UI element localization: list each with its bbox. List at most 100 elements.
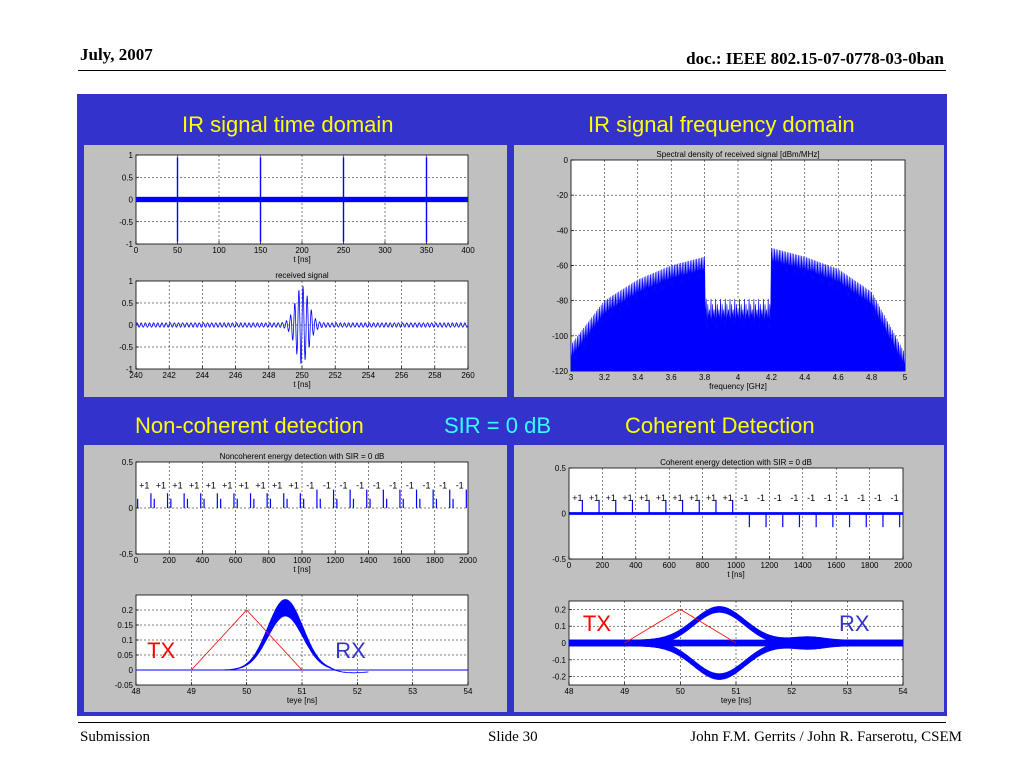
noncoh-energy-bit-label: +1: [206, 481, 216, 491]
coh-eye-tick-label-x: 49: [620, 687, 629, 696]
noncoh-energy-bit-label: +1: [156, 481, 166, 491]
time-full-tick-label-x: 400: [461, 246, 475, 255]
coh-eye-tick-label-y: -0.1: [552, 656, 566, 665]
spectrum-xlabel: frequency [GHz]: [709, 382, 767, 391]
coh-energy-bit-label: +1: [639, 493, 649, 503]
coh-eye-tick-label-x: 53: [843, 687, 852, 696]
time-zoom-tick-label-y: 0.5: [122, 299, 134, 308]
noncoh-energy-tick-label-x: 0: [134, 556, 139, 565]
noncoh-eye-tick-label-x: 50: [242, 687, 251, 696]
noncoh-energy-bit-label: +1: [189, 481, 199, 491]
noncoh-energy-bit-label: -1: [306, 481, 314, 491]
time-zoom-tick-label-y: 0: [129, 321, 134, 330]
spectrum-psd-area: [570, 247, 906, 372]
noncoh-eye-rx-trace: [191, 599, 369, 674]
spectrum-tick-label-x: 3.6: [666, 373, 678, 382]
noncoh-energy-tick-label-y: 0: [129, 504, 134, 513]
noncoh-eye-tx-trace: [191, 609, 303, 671]
coh-energy-bit-label: -1: [824, 493, 832, 503]
time-full-tick-label-y: -0.5: [119, 218, 133, 227]
noncoh-energy-tick-label-x: 200: [163, 556, 177, 565]
plot-panel-coherent: 0 200 400 600 800 1000 1200 1400 1600 1800 2000 -0.…: [514, 445, 944, 712]
header-doc-id: doc.: IEEE 802.15-07-0778-03-0ban: [686, 49, 944, 68]
time-zoom-tick-label-x: 250: [295, 371, 309, 380]
coh-energy-bit-label: -1: [774, 493, 782, 503]
time-zoom-tick-label-x: 244: [196, 371, 210, 380]
coh-eye-tick-label-y: 0: [562, 639, 567, 648]
noncoh-energy-tick-label-x: 2000: [459, 556, 477, 565]
coh-energy-tick-label-x: 1000: [727, 561, 745, 570]
noncoh-energy-bit-label: -1: [439, 481, 447, 491]
time-full-tick-label-x: 50: [173, 246, 182, 255]
coh-energy-xlabel: t [ns]: [727, 570, 744, 579]
coh-energy-tick-label-y: -0.5: [552, 555, 566, 564]
noncoh-energy-tick-label-x: 1000: [293, 556, 311, 565]
coh-eye-tick-label-x: 50: [676, 687, 685, 696]
time-full-tick-label-x: 0: [134, 246, 139, 255]
spectrum-chart: 3 3.2 3.4 3.6 3.8 4 4.2 4.4 4.6 4.8 5 -120 -100 -80 -6…: [552, 150, 908, 391]
coherent-charts: 0 200 400 600 800 1000 1200 1400 1600 1800 2000 -0.…: [552, 458, 912, 705]
coh-eye-tick-label-x: 48: [565, 687, 574, 696]
time-full-noise-band: [136, 196, 468, 203]
noncoh-energy-bit-label: +1: [222, 481, 232, 491]
coh-energy-tick-label-x: 600: [663, 561, 677, 570]
noncoh-eye-tick-label-x: 53: [408, 687, 417, 696]
plot-panel-time: 0 50 100 150 200 250 300 350 400 -1 -0.5 0 0.5 1 t [ns…: [84, 145, 507, 397]
spectrum-tick-label-y: -100: [552, 332, 569, 341]
coh-energy-bit-label: -1: [857, 493, 865, 503]
spectrum-tick-label-x: 5: [903, 373, 908, 382]
coh-eye-tx-trace: [624, 608, 737, 644]
noncoherent-charts: 0 200 400 600 800 1000 1200 1400 1600 1800 2000 -0.…: [115, 452, 478, 705]
noncoh-energy-bit-label: -1: [356, 481, 364, 491]
time-domain-charts: 0 50 100 150 200 250 300 350 400 -1 -0.5 0 0.5 1 t [ns…: [119, 151, 475, 389]
coh-energy-bit-label: +1: [622, 493, 632, 503]
time-zoom-tick-label-x: 260: [461, 371, 475, 380]
time-full-tick-label-x: 350: [420, 246, 434, 255]
spectrum-tick-label-y: -120: [552, 367, 569, 376]
noncoh-eye-rx-label: RX: [335, 638, 366, 663]
noncoh-energy-xlabel: t [ns]: [293, 565, 310, 574]
noncoh-energy-tick-label-y: 0.5: [122, 458, 134, 467]
time-zoom-tick-label-x: 240: [129, 371, 143, 380]
spectrum-tick-label-y: -60: [556, 262, 568, 271]
noncoh-eye-tick-label-y: 0.15: [117, 621, 133, 630]
coh-energy-bit-label: -1: [807, 493, 815, 503]
coh-energy-tick-label-y: 0: [562, 510, 567, 519]
time-zoom-xlabel: t [ns]: [293, 380, 310, 389]
coh-energy-tick-label-x: 1800: [861, 561, 879, 570]
time-full-tick-label-y: 0: [129, 196, 134, 205]
noncoh-energy-tick-label-x: 400: [196, 556, 210, 565]
spectrum-tick-label-x: 3.4: [632, 373, 644, 382]
coh-energy-tick-label-x: 400: [629, 561, 643, 570]
coh-energy-bit-label: +1: [656, 493, 666, 503]
spectrum-tick-label-x: 4.4: [799, 373, 811, 382]
time-full-tick-label-x: 150: [254, 246, 268, 255]
noncoh-energy-tick-label-x: 1200: [326, 556, 344, 565]
header-date: July, 2007: [80, 45, 153, 64]
time-zoom-tick-label-y: -0.5: [119, 343, 133, 352]
noncoh-eye-tick-label-y: 0.05: [117, 651, 133, 660]
noncoh-eye-tick-label-x: 48: [132, 687, 141, 696]
noncoh-energy-bit-label: -1: [422, 481, 430, 491]
spectrum-tick-label-x: 3.8: [699, 373, 711, 382]
coh-energy-tick-label-x: 0: [567, 561, 572, 570]
noncoh-energy-bit-label: -1: [456, 481, 464, 491]
time-full-tick-label-y: -1: [126, 240, 134, 249]
header-rule: [78, 70, 946, 71]
coh-eye-tx-label: TX: [583, 611, 611, 636]
time-zoom-tick-label-x: 248: [262, 371, 276, 380]
time-zoom-tick-label-x: 252: [329, 371, 343, 380]
spectrum-tick-label-y: -80: [556, 297, 568, 306]
spectrum-tick-label-x: 4.2: [766, 373, 778, 382]
time-zoom-tick-label-x: 254: [362, 371, 376, 380]
footer-submission: Submission: [80, 729, 151, 745]
time-full-tick-label-x: 250: [337, 246, 351, 255]
coh-energy-title: Coherent energy detection with SIR = 0 d…: [660, 458, 812, 467]
time-zoom-tick-label-x: 256: [395, 371, 409, 380]
coh-energy-tick-label-x: 1600: [827, 561, 845, 570]
noncoh-energy-bit-label: -1: [323, 481, 331, 491]
noncoh-energy-tick-label-x: 1600: [393, 556, 411, 565]
spectrum-tick-label-x: 4: [736, 373, 741, 382]
time-zoom-title: received signal: [275, 271, 329, 280]
noncoh-eye-tick-label-x: 49: [187, 687, 196, 696]
